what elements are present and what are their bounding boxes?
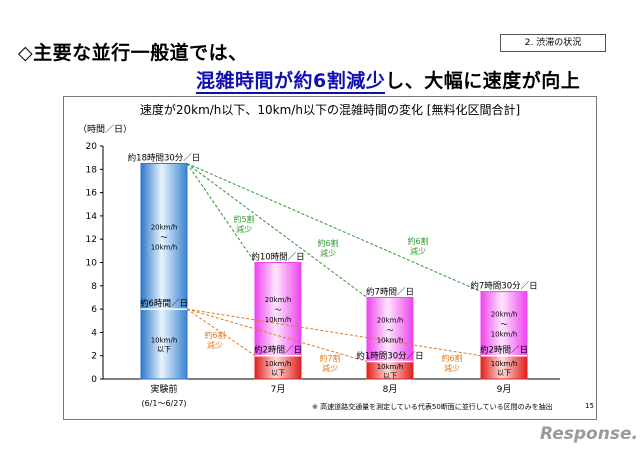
bar-under10-label: 10km/h: [377, 363, 404, 371]
y-axis-unit: （時間／日）: [78, 125, 133, 135]
bar-20to10-label: 20km/h: [377, 316, 404, 324]
y-tick-label: 2: [91, 352, 97, 362]
bar-total-label: 約18時間30分／日: [128, 152, 201, 163]
chart-title: 速度が20km/h以下、10km/h以下の混雑時間の変化 [無料化区間合計]: [139, 103, 521, 117]
headline-highlight: 混雑時間が約6割減少: [196, 70, 386, 94]
bar-20to10-label: ～: [275, 306, 282, 314]
bar-total-label: 約7時間／日: [366, 286, 414, 297]
bar-under10-label: 以下: [157, 346, 171, 354]
reduction-label-green: 約6割: [317, 238, 338, 248]
bar-under10-total-label: 約2時間／日: [254, 345, 302, 356]
bar-20to10-label: 10km/h: [491, 331, 518, 339]
reduction-label-orange: 約6割: [204, 330, 225, 340]
reduction-label-green: 約6割: [407, 236, 428, 246]
reduction-label-orange: 約7割: [319, 353, 340, 363]
bar-20to10-label: 10km/h: [265, 316, 292, 324]
y-tick-label: 16: [86, 189, 98, 199]
bar-under10-total-label: 約1時間30分／日: [356, 351, 423, 362]
reduction-label-orange: 減少: [322, 363, 338, 373]
response-logo: Response.: [540, 424, 638, 444]
change-line-orange: [186, 308, 482, 357]
bar-20to10-label: 20km/h: [151, 223, 178, 231]
bar-under10-total-label: 約2時間／日: [480, 345, 528, 356]
bar-under10-label: 以下: [497, 369, 511, 377]
change-line-green: [186, 163, 256, 263]
bar-20to10: [140, 162, 188, 310]
bar-20to10-label: 20km/h: [491, 311, 518, 319]
reduction-label-green: 約5割: [233, 214, 254, 224]
y-tick-label: 14: [86, 212, 98, 222]
y-tick-label: 8: [91, 282, 97, 292]
y-tick-label: 18: [86, 165, 98, 175]
y-tick-label: 10: [86, 259, 98, 269]
reduction-label-green: 減少: [410, 246, 426, 256]
bar-20to10-label: 10km/h: [377, 336, 404, 344]
bar-20to10-label: ～: [387, 326, 394, 334]
x-tick-label: 7月: [271, 384, 286, 395]
headline-line2: 混雑時間が約6割減少し、大幅に速度が向上: [196, 66, 581, 94]
bar-20to10: [480, 291, 528, 357]
bar-20to10-label: ～: [161, 233, 168, 241]
change-line-green: [186, 163, 482, 293]
change-line-orange: [186, 308, 368, 363]
bar-under10-total-label: 約6時間／日: [140, 298, 188, 309]
bar-under10: [140, 308, 188, 380]
x-tick-label: 9月: [497, 384, 512, 395]
bar-under10-label: 以下: [271, 369, 285, 377]
y-tick-label: 12: [86, 235, 97, 245]
y-tick-label: 4: [91, 328, 97, 338]
change-line-orange: [186, 308, 256, 357]
change-line-green: [186, 163, 368, 298]
y-tick-label: 6: [91, 305, 97, 315]
bar-under10-label: 10km/h: [151, 337, 178, 345]
bar-total-label: 約10時間／日: [251, 252, 304, 263]
chart-panel: 速度が20km/h以下、10km/h以下の混雑時間の変化 [無料化区間合計]: [63, 96, 597, 420]
y-tick-label: 0: [91, 375, 97, 385]
reduction-label-orange: 減少: [207, 340, 223, 350]
bar-20to10-label: 10km/h: [151, 243, 178, 251]
reduction-label-orange: 減少: [444, 363, 460, 373]
y-tick-label: 20: [86, 142, 98, 152]
bar-under10-label: 以下: [383, 372, 397, 380]
page-number: 15: [585, 402, 594, 410]
headline-rest: し、大幅に速度が向上: [385, 70, 581, 92]
bar-under10-label: 10km/h: [491, 360, 518, 368]
bar-20to10-label: 20km/h: [265, 296, 292, 304]
reduction-label-orange: 約6割: [441, 353, 462, 363]
reduction-label-green: 減少: [320, 248, 336, 258]
bar-total-label: 約7時間30分／日: [470, 281, 537, 292]
section-tag: 2. 渋滞の状況: [500, 34, 606, 52]
bar-under10-label: 10km/h: [265, 360, 292, 368]
footnote: ※ 高速道路交通量を測定している代表50断面に並行している区間のみを抽出: [312, 403, 553, 411]
x-tick-label: 8月: [383, 384, 398, 395]
x-tick-label: 実験前: [150, 383, 177, 395]
reduction-label-green: 減少: [236, 224, 252, 234]
x-tick-sublabel: (6/1～6/27): [141, 399, 186, 408]
bar-20to10-label: ～: [501, 321, 508, 329]
headline-line1: ◇主要な並行一般道では、: [18, 42, 248, 64]
